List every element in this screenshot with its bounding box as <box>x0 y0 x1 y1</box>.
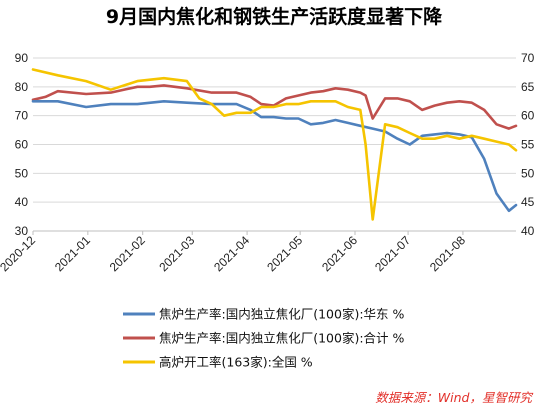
series-line-0 <box>31 100 518 213</box>
chart-title: 9月国内焦化和钢铁生产活跃度显著下降 <box>106 5 443 28</box>
legend-label: 焦炉生产率:国内独立焦化厂(100家):合计 % <box>159 331 405 346</box>
x-tick-label: 2021-07 <box>372 233 413 274</box>
legend-label: 高炉开工率(163家):全国 % <box>159 355 313 370</box>
legend-label: 焦炉生产率:国内独立焦化厂(100家):华东 % <box>159 307 405 322</box>
y-right-tick-label: 40 <box>521 224 535 238</box>
gridlines <box>33 57 516 232</box>
y-left-tick-label: 30 <box>15 224 29 238</box>
series-line-1 <box>31 84 518 130</box>
x-tick-label: 2021-02 <box>107 233 148 274</box>
x-tick-label: 2021-03 <box>156 233 197 274</box>
y-left-tick-label: 80 <box>15 80 29 94</box>
y-left-tick-label: 60 <box>15 138 29 152</box>
y-right-tick-label: 50 <box>521 166 535 180</box>
y-axis-right: 40 45 50 55 60 65 70 <box>521 51 535 238</box>
y-axis-left: 30 40 50 60 70 80 90 <box>15 51 29 238</box>
x-axis: 2020-12 2021-01 2021-02 2021-03 2021-04 2021-… <box>0 230 516 274</box>
y-left-tick-label: 90 <box>15 51 29 65</box>
y-left-tick-label: 40 <box>15 195 29 209</box>
x-tick-label: 2020-12 <box>0 233 38 274</box>
x-tick-label: 2021-05 <box>264 233 305 274</box>
y-right-tick-label: 45 <box>521 195 535 209</box>
x-tick-label: 2021-04 <box>211 233 252 274</box>
legend: 焦炉生产率:国内独立焦化厂(100家):华东 % 焦炉生产率:国内独立焦化厂(10… <box>123 307 405 370</box>
y-left-tick-label: 70 <box>15 109 29 123</box>
x-tick-label: 2021-01 <box>52 233 93 274</box>
x-tick-label: 2021-06 <box>319 233 360 274</box>
source-note: 数据来源：Wind，星智研究 <box>375 390 533 405</box>
x-tick-label: 2021-08 <box>427 233 468 274</box>
y-right-tick-label: 55 <box>521 138 535 152</box>
y-left-tick-label: 50 <box>15 166 29 180</box>
y-right-tick-label: 70 <box>521 51 535 65</box>
y-right-tick-label: 65 <box>521 80 535 94</box>
series-line-2 <box>31 68 518 221</box>
y-right-tick-label: 60 <box>521 109 535 123</box>
series-lines <box>31 68 518 221</box>
